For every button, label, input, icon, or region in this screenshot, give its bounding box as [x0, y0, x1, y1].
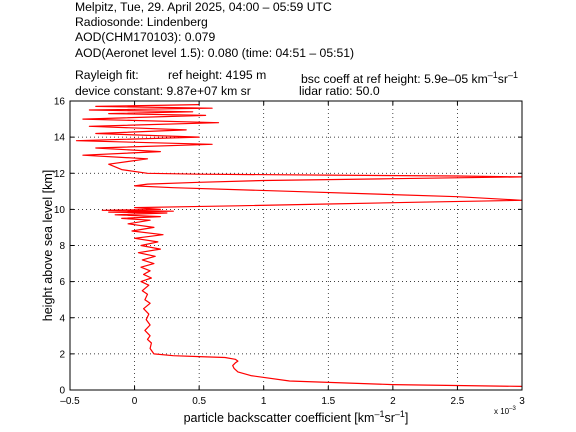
bsc-coeff-prefix: bsc coeff at ref height: 5.9e–05 km: [301, 72, 488, 87]
bsc-coeff-sup2: –1: [507, 70, 518, 80]
x-tick-label: 3: [519, 396, 525, 407]
grid-lines: [70, 101, 522, 390]
x-tick-label: 0.5: [192, 396, 206, 407]
bsc-coeff: bsc coeff at ref height: 5.9e–05 km–1sr–…: [301, 68, 518, 87]
y-tick-label: 10: [54, 205, 66, 216]
x-exponent-base: x 10: [494, 407, 510, 416]
x-tick-label: 0: [132, 396, 138, 407]
device-constant: device constant: 9.87e+07 km sr: [75, 84, 251, 98]
bsc-coeff-sup1: –1: [487, 70, 498, 80]
title-line: Melpitz, Tue, 29. April 2025, 04:00 – 05…: [75, 0, 332, 14]
y-axis-label: height above sea level [km]: [41, 170, 55, 321]
x-exponent-label: x 10–3: [494, 406, 516, 416]
y-tick-label: 6: [59, 277, 65, 288]
aod-aeronet-line: AOD(Aeronet level 1.5): 0.080 (time: 04:…: [75, 46, 355, 60]
backscatter-profile-line: [75, 104, 523, 387]
series-lines: [75, 104, 523, 387]
aod-chm-line: AOD(CHM170103): 0.079: [75, 30, 216, 44]
y-tick-label: 8: [59, 241, 65, 252]
x-axis-label: particle backscatter coefficient [km–1sr…: [184, 409, 409, 425]
x-axis-label-sup2: –1: [395, 409, 405, 419]
x-tick-label: 2.5: [450, 396, 464, 407]
x-axis-label-mid: sr: [384, 411, 394, 425]
y-tick-label: 12: [54, 169, 66, 180]
bsc-coeff-mid: sr: [497, 72, 508, 87]
radiosonde-line: Radiosonde: Lindenberg: [75, 15, 208, 29]
x-axis-label-sup1: –1: [374, 409, 384, 419]
rayleigh-label: Rayleigh fit:: [75, 68, 139, 82]
x-axis-label-main: particle backscatter coefficient [km: [184, 411, 375, 425]
x-tick-label: –0.5: [60, 396, 80, 407]
x-tick-label: 2: [390, 396, 396, 407]
y-tick-label: 4: [59, 313, 65, 324]
x-tick-label: 1.5: [321, 396, 335, 407]
lidar-ratio: lidar ratio: 50.0: [299, 84, 380, 98]
y-tick-label: 0: [59, 386, 65, 397]
ref-height: ref height: 4195 m: [168, 68, 267, 82]
y-tick-label: 2: [59, 349, 65, 360]
x-exponent-power: –3: [509, 406, 516, 412]
y-tick-label: 14: [54, 133, 66, 144]
x-axis-label-end: ]: [405, 411, 408, 425]
y-tick-label: 16: [54, 97, 66, 108]
x-tick-label: 1: [261, 396, 267, 407]
